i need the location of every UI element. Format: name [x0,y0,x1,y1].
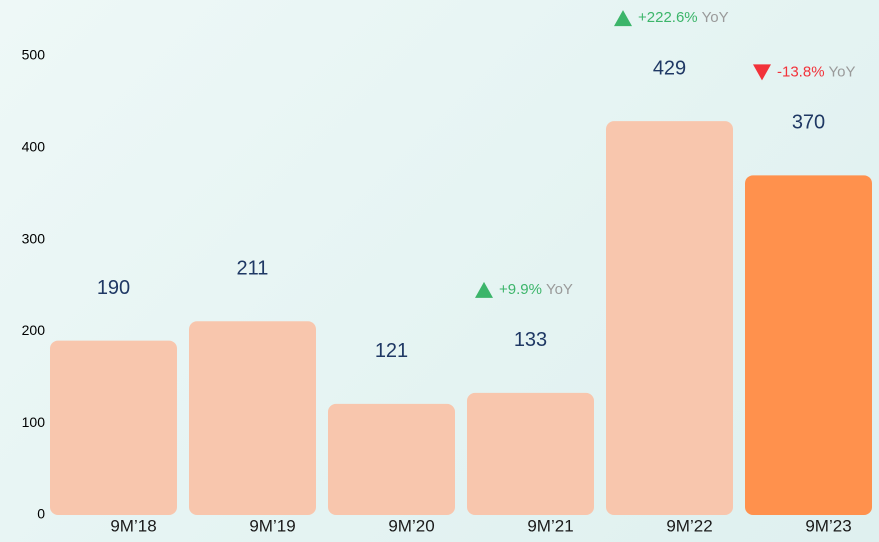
x-tick-label: 9M’20 [388,516,434,535]
y-tick-label: 400 [22,139,46,155]
value-label: 133 [514,329,547,351]
trend-arrow [614,10,632,27]
annotation: +222.6% YoY [638,9,729,26]
x-tick-label: 9M’19 [249,516,295,535]
trend-arrow [753,64,771,81]
bar [745,175,872,515]
bar [50,340,177,515]
y-tick-label: 500 [22,47,46,63]
value-label: 190 [97,277,130,299]
bar [467,392,594,515]
value-label: 429 [653,57,686,79]
annotation: -13.8% YoY [777,63,856,80]
y-tick-label: 0 [37,506,45,522]
value-label: 211 [237,258,269,280]
annotation-suffix: YoY [829,63,856,80]
y-tick-label: 100 [22,414,46,430]
x-tick-label: 9M’21 [527,516,573,535]
y-tick-label: 200 [22,322,46,338]
value-label: 121 [375,340,408,362]
x-tick-label: 9M’22 [666,516,712,535]
annotation-change: +9.9% [499,281,542,298]
trend-arrow [475,281,493,298]
annotation-suffix: YoY [546,281,573,298]
annotation-change: +222.6% [638,9,698,26]
annotation-change: -13.8% [777,63,825,80]
bar [606,121,733,515]
x-tick-label: 9M’18 [110,516,156,535]
value-label: 370 [792,112,825,134]
bar [328,403,455,515]
bar [189,321,316,515]
y-tick-label: 300 [22,230,46,246]
annotation: +9.9% YoY [499,281,573,298]
annotation-suffix: YoY [702,9,729,26]
x-tick-label: 9M’23 [805,516,851,535]
